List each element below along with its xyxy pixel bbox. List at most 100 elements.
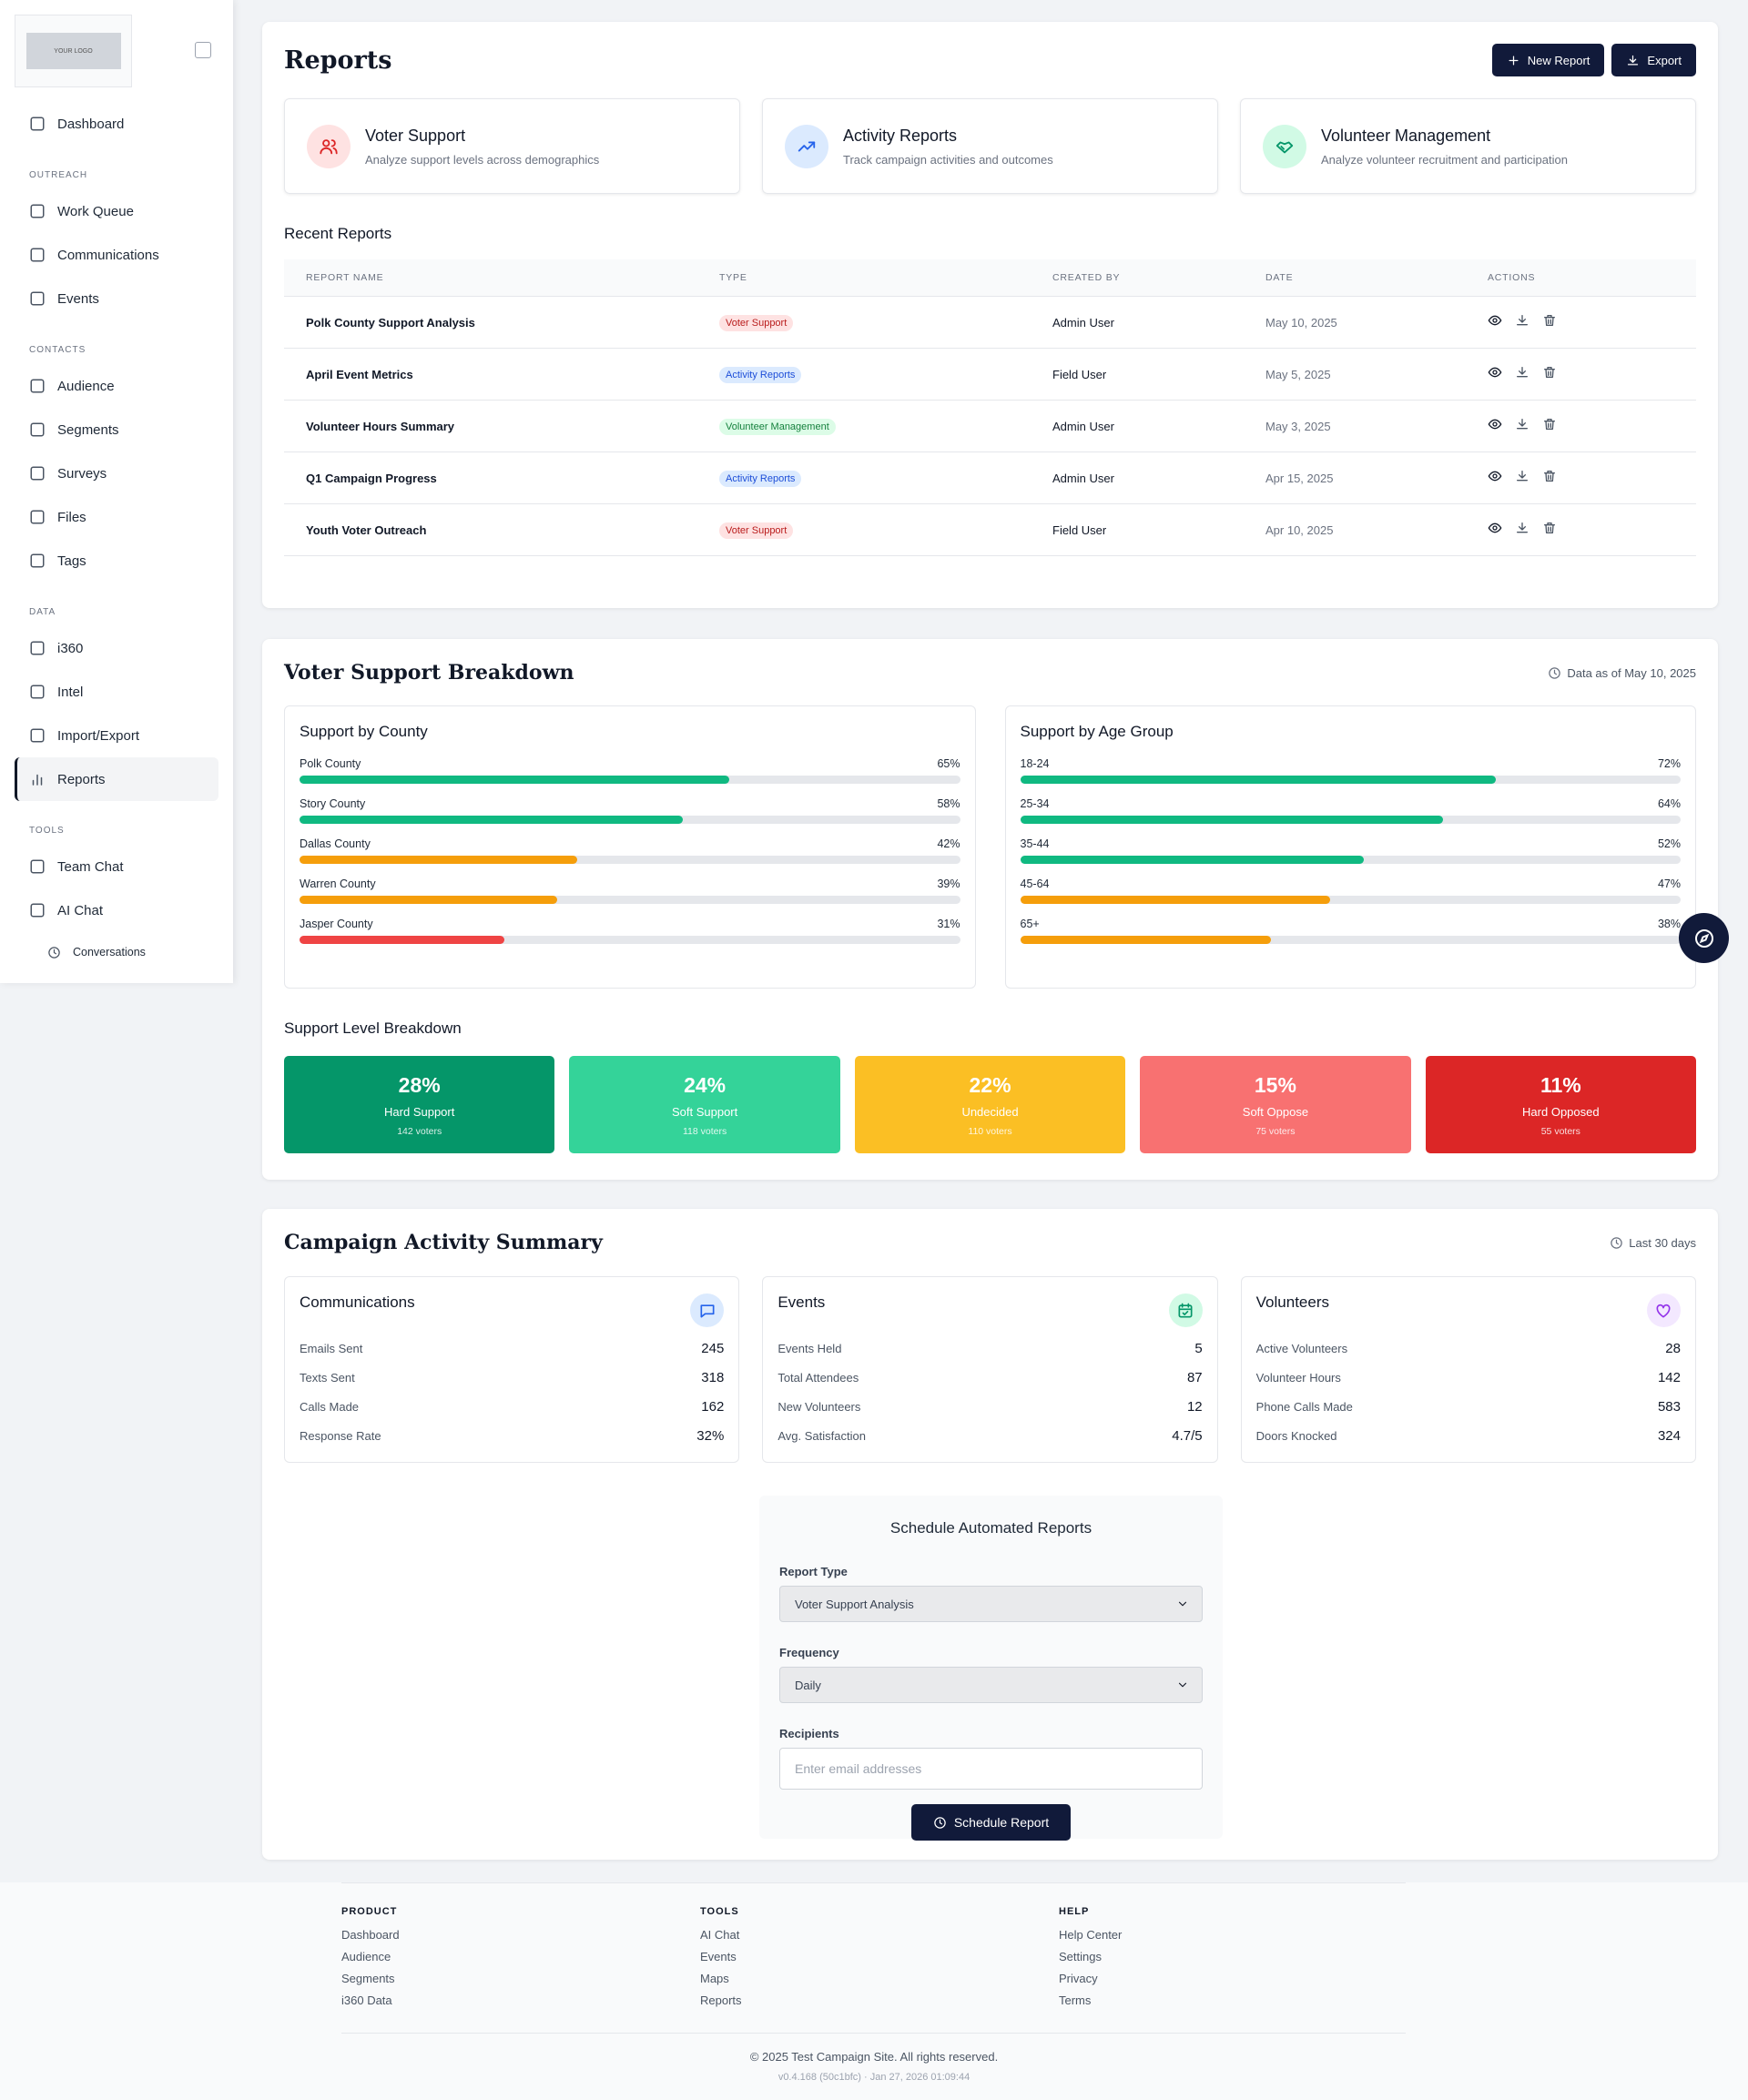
action-download[interactable] <box>1515 521 1530 540</box>
sidebar-toggle[interactable] <box>195 42 211 58</box>
footer-link[interactable]: Segments <box>341 1972 395 1985</box>
schedule-button[interactable]: Schedule Report <box>910 1804 1072 1841</box>
footer-link[interactable]: Reports <box>700 1993 742 2007</box>
button-label: Export <box>1647 53 1682 67</box>
icon <box>1544 366 1555 378</box>
button[interactable]: Export <box>1611 44 1696 76</box>
nav-item[interactable]: Import/Export <box>15 714 218 757</box>
panel-title: Support by County <box>300 723 428 740</box>
icon-part <box>1488 522 1502 533</box>
action-eye[interactable] <box>1488 521 1502 540</box>
nav-item[interactable]: Surveys <box>15 451 218 495</box>
nav-item[interactable]: Team Chat <box>15 845 218 888</box>
action-trash[interactable] <box>1542 313 1557 332</box>
panel: Volunteers Active Volunteers 28 Volunteer H… <box>1240 1276 1696 1463</box>
footer-link[interactable]: Events <box>700 1950 737 1963</box>
nav-item[interactable]: AI Chat <box>15 888 218 932</box>
reports-card: Reports New Report Export Voter Support Anal… <box>262 22 1718 608</box>
type-card[interactable]: Volunteer Management Analyze volunteer re… <box>1240 98 1696 194</box>
column-header: TYPE <box>719 272 747 283</box>
nav-subitem[interactable]: Conversations <box>15 932 218 972</box>
form-field: Recipients Enter email addresses <box>779 1727 1203 1790</box>
bar-row: Jasper County 31% <box>300 918 960 944</box>
type-card[interactable]: Activity Reports Track campaign activitie… <box>762 98 1218 194</box>
breakdown-card: Voter Support Breakdown Data as of May 10… <box>262 639 1718 1180</box>
footer-link[interactable]: i360 Data <box>341 1993 392 2007</box>
panel-icon <box>1168 1293 1203 1327</box>
icon <box>1275 141 1294 153</box>
action-download[interactable] <box>1515 313 1530 332</box>
footer-link[interactable]: Terms <box>1059 1993 1092 2007</box>
footer-link[interactable]: AI Chat <box>700 1928 740 1942</box>
actions <box>1488 469 1696 488</box>
field-label: Frequency <box>779 1646 839 1659</box>
stat-value: 318 <box>701 1369 725 1385</box>
stat-label: Phone Calls Made <box>1255 1399 1353 1414</box>
level-voters: 142 voters <box>397 1125 442 1137</box>
footer-link[interactable]: Maps <box>700 1972 729 1985</box>
footer-link[interactable]: Settings <box>1059 1950 1102 1963</box>
input[interactable]: Enter email addresses <box>779 1748 1203 1790</box>
icon-part <box>1544 522 1555 533</box>
nav-item[interactable]: Communications <box>15 233 218 277</box>
icon <box>30 685 45 699</box>
nav-item[interactable]: Files <box>15 495 218 539</box>
nav-item[interactable]: i360 <box>15 626 218 670</box>
header-row: Voter Support Breakdown Data as of May 10… <box>284 661 1696 685</box>
nav-item[interactable]: Events <box>15 277 218 320</box>
action-eye[interactable] <box>1488 365 1502 384</box>
date: May 3, 2025 <box>1265 419 1331 433</box>
nav-item[interactable]: Tags <box>15 539 218 583</box>
bar-name: 65+ <box>1020 918 1040 930</box>
nav-item[interactable]: Reports <box>15 757 218 801</box>
action-trash[interactable] <box>1542 469 1557 488</box>
icon-part <box>1544 418 1555 430</box>
stat-value: 12 <box>1186 1398 1203 1415</box>
footer-rule <box>341 1882 1406 1883</box>
action-eye[interactable] <box>1488 313 1502 332</box>
icon <box>1544 470 1555 482</box>
footer-link[interactable]: Help Center <box>1059 1928 1123 1942</box>
action-trash[interactable] <box>1542 417 1557 436</box>
type-icon <box>785 124 828 168</box>
report-name: Polk County Support Analysis <box>306 315 475 330</box>
stat-value: 32% <box>696 1427 725 1444</box>
bar-row: 35-44 52% <box>1020 837 1681 864</box>
level-voters: 55 voters <box>1540 1125 1580 1137</box>
select[interactable]: Daily <box>779 1667 1203 1703</box>
stat-row: Calls Made 162 <box>300 1392 724 1421</box>
icon-part <box>330 138 338 154</box>
floating-button[interactable] <box>1679 913 1729 963</box>
nav-item[interactable]: Audience <box>15 364 218 408</box>
nav-item[interactable]: Map <box>15 972 218 983</box>
level-card: 28% Hard Support 142 voters <box>284 1056 555 1153</box>
action-eye[interactable] <box>1488 469 1502 488</box>
footer-link[interactable]: Dashboard <box>341 1928 400 1942</box>
nav-item[interactable]: Segments <box>15 408 218 451</box>
nav-item[interactable]: Intel <box>15 670 218 714</box>
bar-value-label: 47% <box>1657 878 1681 890</box>
action-eye[interactable] <box>1488 417 1502 436</box>
action-trash[interactable] <box>1542 521 1557 540</box>
action-download[interactable] <box>1515 417 1530 436</box>
footer-link[interactable]: Audience <box>341 1950 391 1963</box>
bar-value-label: 39% <box>937 878 960 890</box>
action-download[interactable] <box>1515 365 1530 384</box>
type-card[interactable]: Voter Support Analyze support levels acro… <box>284 98 740 194</box>
bar-value-label: 52% <box>1657 837 1681 850</box>
icon-part <box>1517 418 1528 429</box>
level-percent: 11% <box>1540 1072 1581 1097</box>
stat-row: Response Rate 32% <box>300 1421 724 1450</box>
nav-sublabel: Conversations <box>73 946 146 959</box>
bar-name: Polk County <box>300 757 361 770</box>
select[interactable]: Voter Support Analysis <box>779 1586 1203 1622</box>
footer-link[interactable]: Privacy <box>1059 1972 1098 1985</box>
bar-row: 45-64 47% <box>1020 878 1681 904</box>
level-card: 24% Soft Support 118 voters <box>569 1056 840 1153</box>
icon <box>1488 471 1502 481</box>
action-download[interactable] <box>1515 469 1530 488</box>
action-trash[interactable] <box>1542 365 1557 384</box>
nav-item[interactable]: Dashboard <box>15 102 218 146</box>
nav-item[interactable]: Work Queue <box>15 189 218 233</box>
button[interactable]: New Report <box>1491 44 1605 76</box>
